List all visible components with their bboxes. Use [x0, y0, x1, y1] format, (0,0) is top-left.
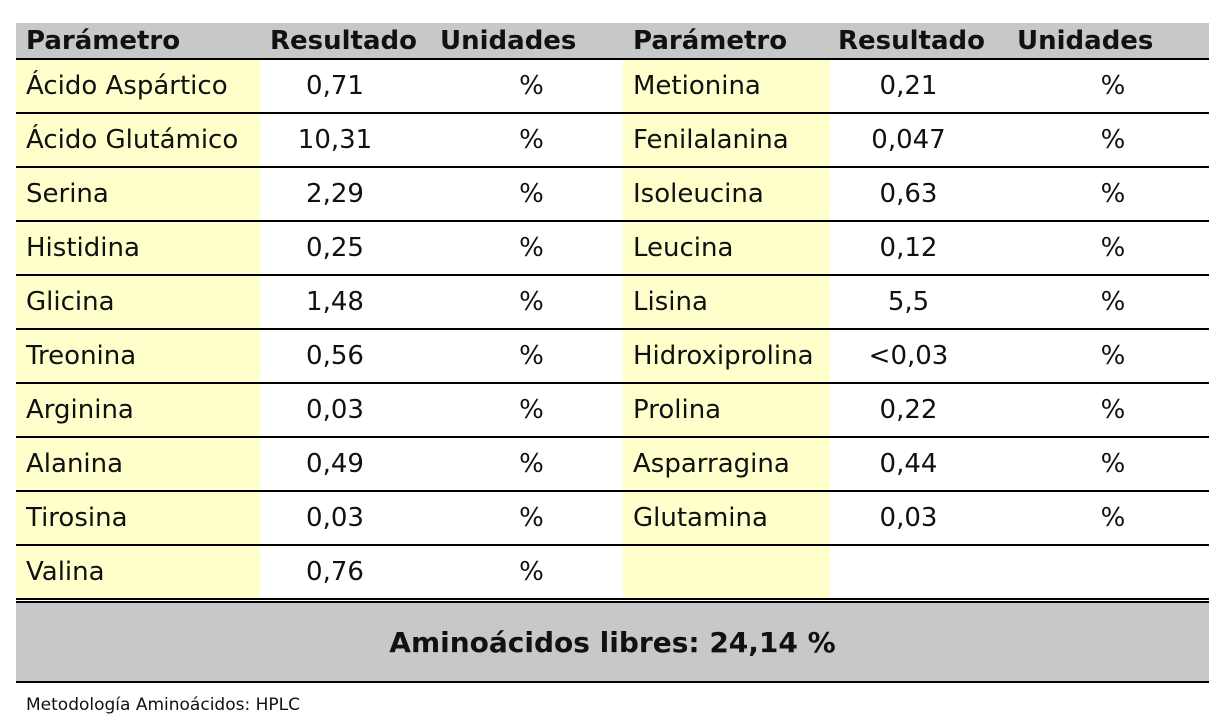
unit-cell-right: % — [1017, 167, 1209, 222]
parameter-cell-left: Tirosina — [16, 491, 260, 546]
result-cell-left: 0,03 — [260, 491, 440, 546]
parameter-cell-left: Alanina — [16, 437, 260, 492]
parameter-cell-right: Leucina — [623, 221, 830, 276]
parameter-cell-right: Metionina — [623, 59, 830, 114]
unit-cell-left: % — [440, 59, 623, 114]
header-row: Parámetro Resultado Unidades Parámetro R… — [16, 23, 1209, 60]
result-cell-right: 0,22 — [830, 383, 1017, 438]
amino-acid-table-container: Parámetro Resultado Unidades Parámetro R… — [16, 23, 1209, 600]
parameter-cell-left: Treonina — [16, 329, 260, 384]
unit-cell-left: % — [440, 221, 623, 276]
table-row: Treonina 0,56 % Hidroxiprolina <0,03 % — [16, 329, 1209, 384]
table-body: Ácido Aspártico 0,71 % Metionina 0,21 % … — [16, 59, 1209, 600]
unit-cell-left: % — [440, 113, 623, 168]
parameter-cell-right: Asparragina — [623, 437, 830, 492]
parameter-cell-left: Glicina — [16, 275, 260, 330]
result-cell-right: 0,21 — [830, 59, 1017, 114]
unit-cell-left: % — [440, 491, 623, 546]
result-cell-right: 0,44 — [830, 437, 1017, 492]
table-row: Arginina 0,03 % Prolina 0,22 % — [16, 383, 1209, 438]
result-cell-right: 5,5 — [830, 275, 1017, 330]
table-header: Parámetro Resultado Unidades Parámetro R… — [16, 23, 1209, 60]
table-row: Serina 2,29 % Isoleucina 0,63 % — [16, 167, 1209, 222]
unit-cell-right: % — [1017, 329, 1209, 384]
table-row: Tirosina 0,03 % Glutamina 0,03 % — [16, 491, 1209, 546]
parameter-cell-left: Ácido Glutámico — [16, 113, 260, 168]
result-cell-left: 0,76 — [260, 545, 440, 600]
unit-cell-right-empty — [1017, 545, 1209, 600]
result-cell-right: 0,63 — [830, 167, 1017, 222]
header-units-left: Unidades — [440, 23, 623, 60]
result-cell-left: 0,03 — [260, 383, 440, 438]
table-row: Ácido Glutámico 10,31 % Fenilalanina 0,0… — [16, 113, 1209, 168]
header-result-right: Resultado — [830, 23, 1017, 60]
header-units-right: Unidades — [1017, 23, 1209, 60]
result-cell-right-empty — [830, 545, 1017, 600]
unit-cell-right: % — [1017, 383, 1209, 438]
parameter-cell-right-empty — [623, 545, 830, 600]
result-cell-left: 2,29 — [260, 167, 440, 222]
table-row: Glicina 1,48 % Lisina 5,5 % — [16, 275, 1209, 330]
header-result-left: Resultado — [260, 23, 440, 60]
parameter-cell-left: Arginina — [16, 383, 260, 438]
unit-cell-left: % — [440, 437, 623, 492]
result-cell-left: 0,71 — [260, 59, 440, 114]
result-cell-left: 1,48 — [260, 275, 440, 330]
parameter-cell-right: Glutamina — [623, 491, 830, 546]
unit-cell-right: % — [1017, 113, 1209, 168]
unit-cell-right: % — [1017, 437, 1209, 492]
parameter-cell-right: Hidroxiprolina — [623, 329, 830, 384]
parameter-cell-right: Lisina — [623, 275, 830, 330]
parameter-cell-right: Prolina — [623, 383, 830, 438]
methodology-note: Metodología Aminoácidos: HPLC — [26, 695, 300, 715]
result-cell-left: 0,25 — [260, 221, 440, 276]
header-parameter-left: Parámetro — [16, 23, 260, 60]
result-cell-right: <0,03 — [830, 329, 1017, 384]
result-cell-right: 0,12 — [830, 221, 1017, 276]
unit-cell-left: % — [440, 275, 623, 330]
result-cell-left: 0,49 — [260, 437, 440, 492]
free-amino-acids-total: Aminoácidos libres: 24,14 % — [16, 601, 1209, 683]
result-cell-right: 0,03 — [830, 491, 1017, 546]
table-row: Valina 0,76 % — [16, 545, 1209, 600]
parameter-cell-right: Fenilalanina — [623, 113, 830, 168]
result-cell-right: 0,047 — [830, 113, 1017, 168]
table-row: Histidina 0,25 % Leucina 0,12 % — [16, 221, 1209, 276]
table-row: Ácido Aspártico 0,71 % Metionina 0,21 % — [16, 59, 1209, 114]
parameter-cell-right: Isoleucina — [623, 167, 830, 222]
unit-cell-left: % — [440, 167, 623, 222]
header-parameter-right: Parámetro — [623, 23, 830, 60]
parameter-cell-left: Ácido Aspártico — [16, 59, 260, 114]
unit-cell-left: % — [440, 329, 623, 384]
result-cell-left: 0,56 — [260, 329, 440, 384]
unit-cell-right: % — [1017, 275, 1209, 330]
unit-cell-right: % — [1017, 221, 1209, 276]
unit-cell-left: % — [440, 383, 623, 438]
parameter-cell-left: Histidina — [16, 221, 260, 276]
parameter-cell-left: Valina — [16, 545, 260, 600]
unit-cell-left: % — [440, 545, 623, 600]
unit-cell-right: % — [1017, 59, 1209, 114]
result-cell-left: 10,31 — [260, 113, 440, 168]
unit-cell-right: % — [1017, 491, 1209, 546]
parameter-cell-left: Serina — [16, 167, 260, 222]
table-row: Alanina 0,49 % Asparragina 0,44 % — [16, 437, 1209, 492]
amino-acid-table: Parámetro Resultado Unidades Parámetro R… — [16, 23, 1209, 600]
